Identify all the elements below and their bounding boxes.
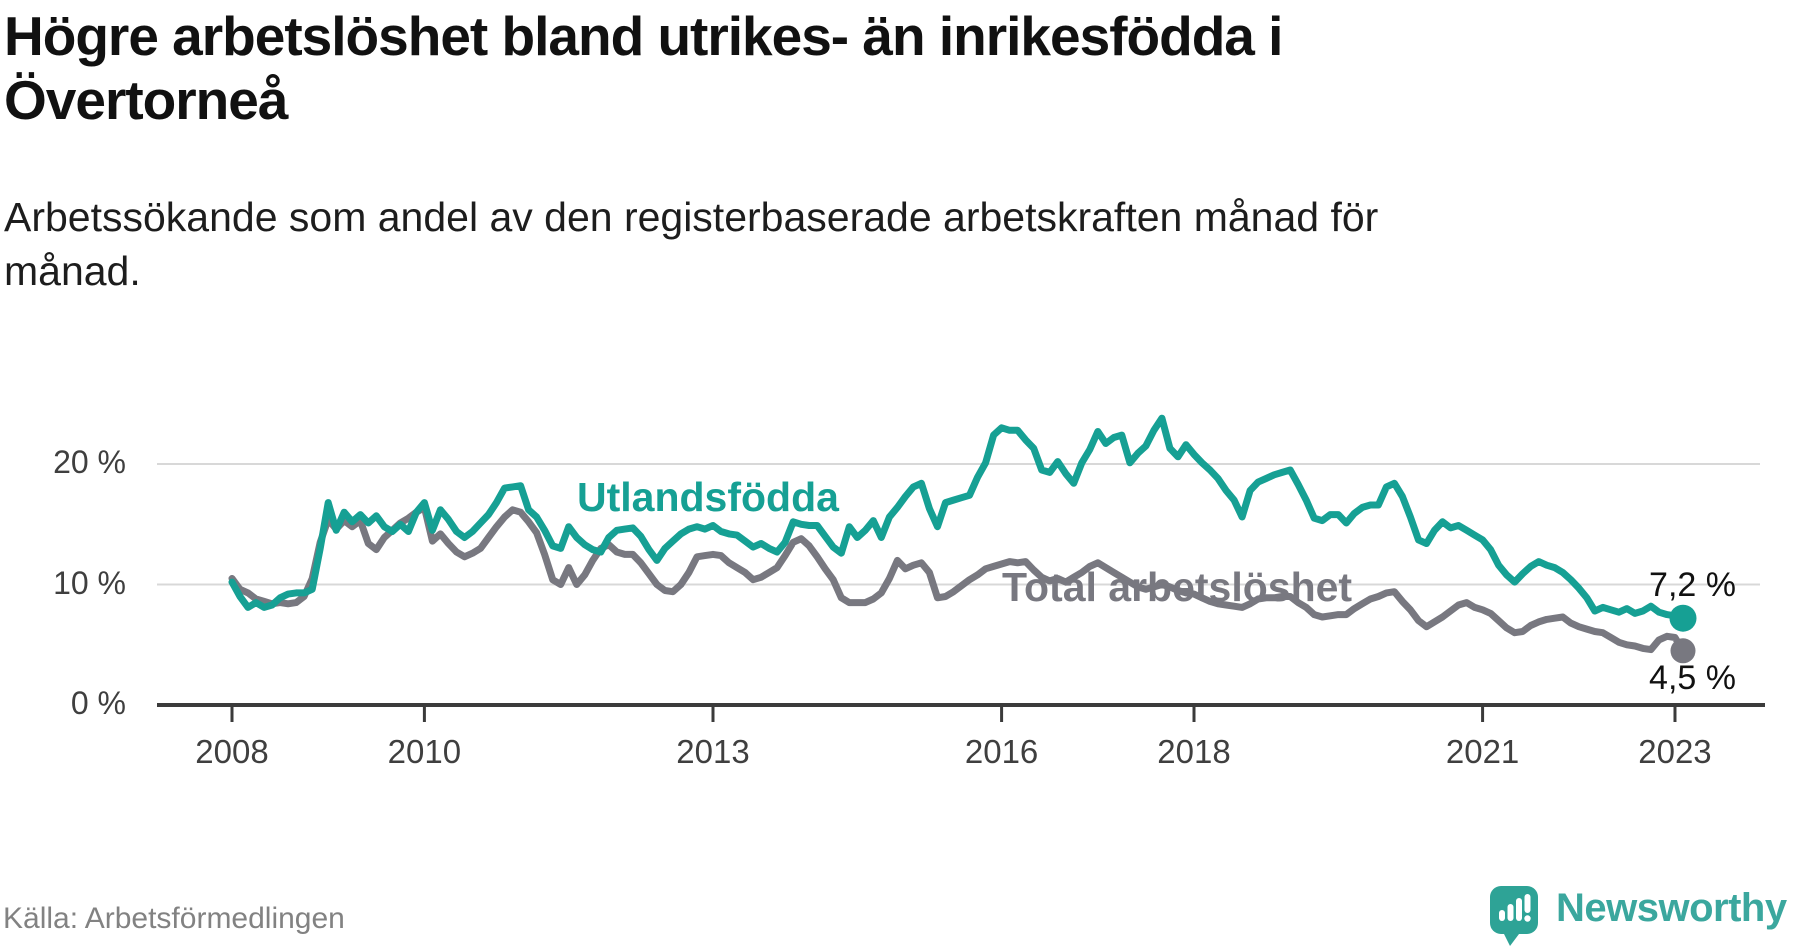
- chart-subtitle: Arbetssökande som andel av den registerb…: [4, 194, 1379, 295]
- newsworthy-logo: Newsworthy: [1490, 884, 1800, 948]
- series-end-dot-0: [1669, 604, 1697, 632]
- page-title: Högre arbetslöshet bland utrikes- än inr…: [4, 5, 1283, 132]
- newsworthy-logo-text: Newsworthy: [1556, 886, 1787, 930]
- series-label-utlandsfodda: Utlandsfödda: [577, 474, 839, 520]
- series-line-1: [228, 503, 1687, 655]
- newsworthy-bubble-icon: [1490, 886, 1538, 946]
- end-value-label-total: 4,5 %: [1649, 659, 1736, 697]
- series-end-dot-1: [1670, 638, 1696, 664]
- end-value-label-utlandsfodda: 7,2 %: [1649, 566, 1736, 604]
- series-line-0: [228, 414, 1687, 622]
- series-label-total-arbetsloshet: Total arbetslöshet: [1002, 564, 1353, 610]
- source-note: Källa: Arbetsförmedlingen: [3, 902, 345, 935]
